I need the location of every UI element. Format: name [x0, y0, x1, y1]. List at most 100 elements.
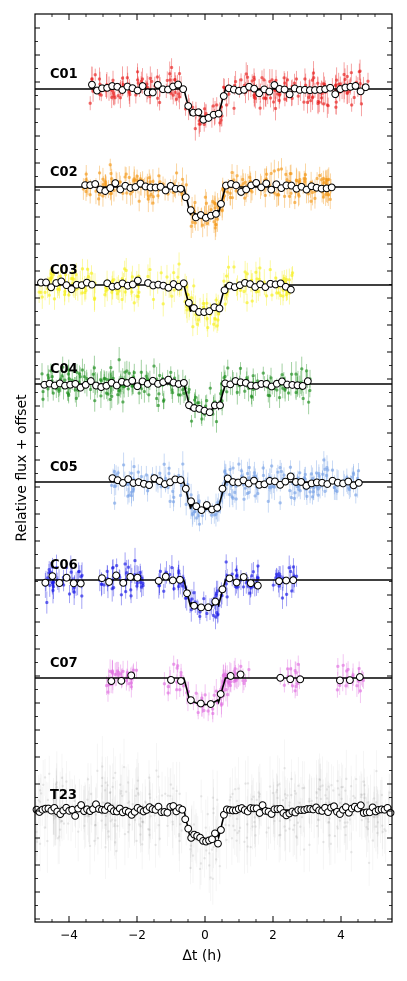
raw-point — [326, 193, 330, 197]
raw-point — [162, 589, 166, 593]
raw-point — [272, 484, 276, 488]
raw-point — [113, 823, 116, 826]
series-label-c02: C02 — [50, 165, 78, 180]
raw-point — [242, 289, 246, 294]
binned-point — [217, 826, 225, 834]
raw-point — [315, 176, 319, 181]
raw-point — [267, 826, 270, 830]
raw-point — [277, 98, 281, 103]
raw-point — [283, 97, 287, 101]
raw-point — [293, 824, 296, 827]
raw-point — [317, 818, 320, 822]
raw-point — [166, 691, 170, 695]
raw-point — [256, 289, 260, 293]
raw-point — [216, 318, 220, 322]
raw-point — [129, 588, 133, 592]
raw-point — [69, 562, 73, 566]
binned-point — [282, 576, 291, 585]
raw-point — [295, 681, 300, 686]
raw-point — [290, 684, 295, 688]
raw-point — [177, 473, 181, 478]
raw-point — [282, 277, 286, 281]
raw-point — [330, 784, 333, 787]
raw-point — [351, 471, 356, 475]
raw-point — [298, 180, 302, 184]
binned-point — [153, 80, 162, 89]
raw-point — [139, 825, 142, 828]
raw-point — [225, 838, 228, 842]
raw-point — [279, 167, 284, 171]
raw-point — [302, 848, 306, 851]
raw-point — [224, 582, 228, 586]
binned-points-c02 — [81, 178, 336, 222]
raw-point — [253, 96, 257, 100]
raw-point — [192, 398, 197, 402]
binned-point — [226, 672, 235, 680]
binned-point — [296, 675, 305, 684]
raw-point — [258, 795, 261, 798]
raw-point — [233, 671, 237, 675]
raw-point — [332, 485, 336, 489]
raw-point — [363, 784, 366, 787]
raw-point — [321, 195, 326, 199]
binned-point — [250, 84, 259, 93]
raw-point — [158, 373, 162, 378]
raw-point — [112, 776, 115, 780]
raw-point — [48, 772, 51, 775]
raw-point — [345, 91, 349, 96]
binned-point — [285, 90, 294, 99]
raw-point — [272, 169, 276, 173]
binned-point — [111, 179, 120, 188]
binned-point — [161, 572, 170, 581]
binned-point — [181, 484, 190, 493]
raw-point — [177, 571, 181, 575]
raw-point — [303, 77, 307, 81]
raw-point — [37, 799, 40, 802]
binned-point — [112, 571, 121, 580]
raw-point — [189, 844, 193, 847]
raw-point — [187, 387, 191, 392]
raw-point — [111, 91, 116, 95]
raw-point — [195, 322, 199, 326]
raw-point — [178, 688, 182, 692]
raw-point — [313, 196, 317, 200]
raw-point — [132, 301, 136, 305]
raw-point — [310, 802, 313, 806]
raw-point — [290, 271, 295, 275]
raw-point — [123, 562, 127, 566]
raw-point — [94, 813, 98, 816]
raw-point — [139, 585, 144, 589]
raw-point — [148, 793, 151, 796]
raw-point — [48, 583, 52, 588]
raw-point — [148, 833, 151, 837]
binned-point — [127, 671, 136, 680]
raw-point — [253, 820, 256, 824]
raw-point — [305, 494, 309, 498]
raw-point — [193, 127, 197, 131]
raw-point — [105, 569, 109, 573]
raw-point — [101, 765, 104, 768]
raw-point — [238, 288, 243, 292]
raw-point — [52, 798, 55, 801]
raw-point — [213, 206, 217, 210]
raw-point — [147, 393, 151, 397]
raw-point — [269, 486, 273, 490]
binned-point — [262, 179, 271, 188]
raw-point — [124, 679, 128, 683]
raw-point — [177, 95, 182, 99]
raw-point — [125, 191, 129, 195]
raw-point — [148, 180, 152, 184]
raw-point — [176, 664, 180, 668]
raw-point — [226, 265, 231, 269]
raw-point — [317, 474, 321, 478]
raw-point — [168, 499, 172, 503]
raw-point — [55, 785, 58, 789]
raw-point — [200, 417, 204, 421]
raw-point — [268, 785, 272, 788]
raw-point — [97, 171, 102, 175]
raw-point — [93, 839, 96, 843]
raw-point — [324, 801, 328, 805]
raw-point — [86, 267, 90, 271]
raw-point — [209, 876, 212, 879]
